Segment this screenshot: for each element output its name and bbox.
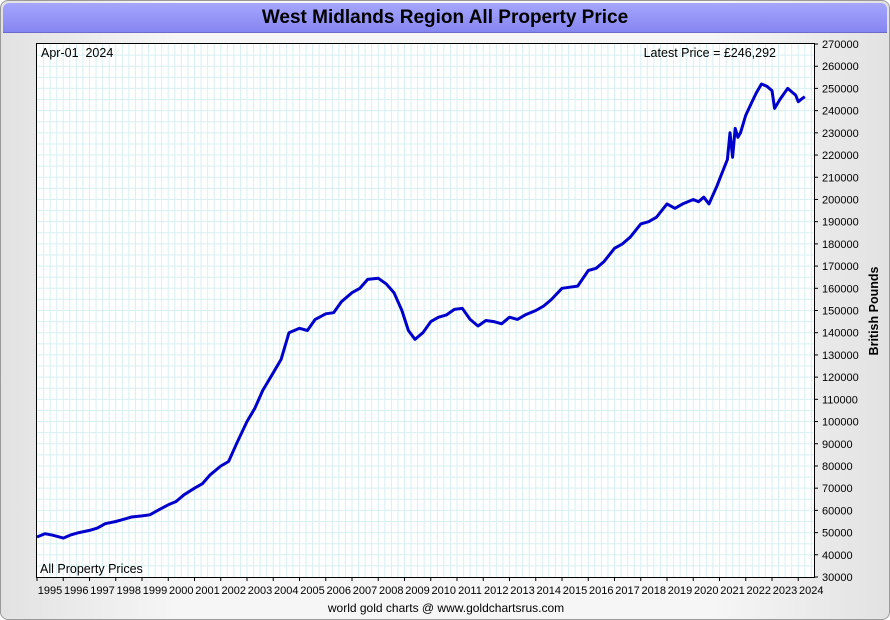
series-label: All Property Prices: [40, 562, 143, 576]
x-tick-label: 2014: [537, 585, 561, 597]
x-axis: 1995 1996 1997 1998 1999 2000 2001 2002 2003 2004…: [36, 577, 823, 597]
x-tick-label: 1999: [143, 585, 167, 597]
x-tick-label: 1995: [38, 585, 62, 597]
y-tick-label: 270000: [822, 39, 859, 51]
y-tick-label: 210000: [822, 172, 859, 184]
x-tick-label: 2015: [563, 585, 587, 597]
x-tick-label: 2018: [642, 585, 666, 597]
y-axis-label: British Pounds: [867, 267, 881, 356]
x-tick-label: 2007: [353, 585, 377, 597]
x-tick-label: 1996: [64, 585, 88, 597]
date-label: Apr-01 2024: [41, 46, 113, 60]
y-tick-label: 30000: [822, 572, 853, 584]
x-tick-label: 2023: [773, 585, 797, 597]
x-tick-label: 2001: [195, 585, 219, 597]
x-tick-label: 2011: [458, 585, 482, 597]
y-tick-label: 70000: [822, 483, 853, 495]
x-tick-label: 2009: [405, 585, 429, 597]
x-tick-label: 2021: [720, 585, 744, 597]
y-tick-label: 170000: [822, 261, 859, 273]
price-series-line: [36, 82, 806, 540]
x-tick-label: 2022: [747, 585, 771, 597]
chart-title: West Midlands Region All Property Price: [3, 3, 887, 33]
y-tick-label: 100000: [822, 417, 859, 429]
y-tick-label: 180000: [822, 239, 859, 251]
x-tick-label: 2017: [615, 585, 639, 597]
x-tick-label: 2002: [222, 585, 246, 597]
x-tick-label: 2005: [300, 585, 324, 597]
y-tick-label: 80000: [822, 461, 853, 473]
x-tick-label: 2012: [484, 585, 508, 597]
y-axis: 30000 40000 50000 60000 70000 80000 90000 10000…: [814, 39, 859, 584]
y-tick-label: 240000: [822, 106, 859, 118]
y-tick-label: 130000: [822, 350, 859, 362]
y-tick-label: 50000: [822, 528, 853, 540]
x-tick-label: 2006: [327, 585, 351, 597]
x-tick-label: 2003: [248, 585, 272, 597]
footer-credit: world gold charts @ www.goldchartsrus.co…: [327, 601, 565, 615]
y-tick-label: 200000: [822, 194, 859, 206]
x-tick-label: 2000: [169, 585, 193, 597]
x-tick-label: 2016: [589, 585, 613, 597]
y-tick-label: 110000: [822, 394, 858, 406]
y-tick-label: 60000: [822, 505, 853, 517]
x-tick-label: 2013: [510, 585, 534, 597]
y-tick-label: 160000: [822, 283, 859, 295]
y-tick-label: 120000: [822, 372, 859, 384]
grid-lines: [37, 44, 814, 577]
y-tick-label: 40000: [822, 550, 853, 562]
x-tick-label: 2008: [379, 585, 403, 597]
y-tick-label: 260000: [822, 61, 859, 73]
x-tick-label: 2010: [432, 585, 456, 597]
x-tick-label: 2019: [668, 585, 692, 597]
x-tick-label: 1997: [90, 585, 114, 597]
y-tick-label: 90000: [822, 439, 853, 451]
x-tick-label: 2020: [694, 585, 718, 597]
y-tick-label: 150000: [822, 306, 859, 318]
x-tick-label: 2024: [799, 585, 823, 597]
latest-price-label: Latest Price = £246,292: [644, 46, 776, 60]
y-tick-label: 250000: [822, 83, 859, 95]
y-tick-label: 220000: [822, 150, 859, 162]
x-tick-label: 2004: [274, 585, 298, 597]
x-tick-label: 1998: [117, 585, 141, 597]
y-tick-label: 140000: [822, 328, 859, 340]
y-tick-label: 190000: [822, 217, 859, 229]
y-tick-label: 230000: [822, 128, 859, 140]
